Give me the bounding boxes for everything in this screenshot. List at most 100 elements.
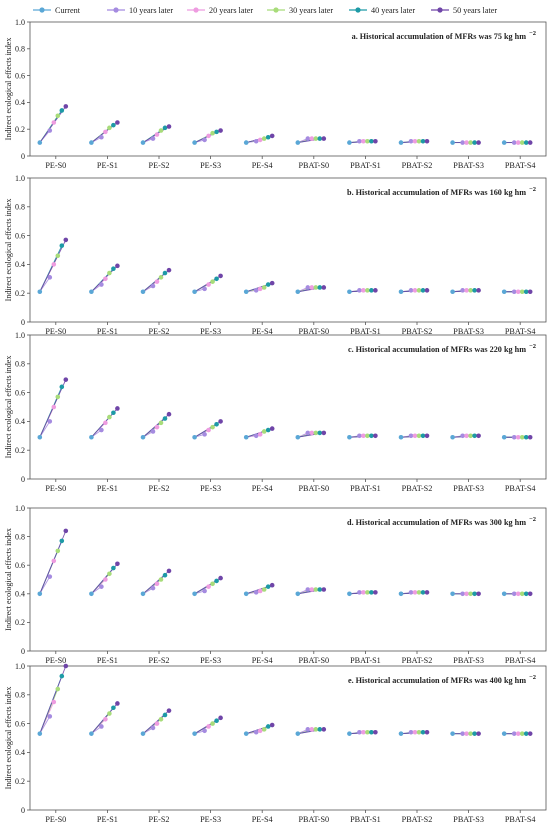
data-point <box>295 434 301 440</box>
x-tick-label: PE-S2 <box>149 161 170 170</box>
data-point <box>162 572 168 578</box>
data-point <box>365 590 370 595</box>
data-point <box>412 590 418 595</box>
data-point <box>51 699 57 705</box>
data-point <box>515 289 521 295</box>
data-point <box>115 561 120 567</box>
y-tick-label: 1.0 <box>15 331 25 340</box>
x-tick-label: PE-S0 <box>45 484 66 493</box>
data-point <box>416 433 422 439</box>
data-point <box>347 140 352 145</box>
x-tick-label: PBAT-S1 <box>350 484 381 493</box>
legend-item-current: Current <box>33 6 81 15</box>
x-tick-label: PE-S3 <box>200 161 221 170</box>
data-point <box>501 591 507 597</box>
data-point <box>511 434 517 440</box>
data-point <box>416 590 422 595</box>
data-point <box>523 289 529 295</box>
data-point <box>464 591 469 597</box>
y-tick-label: 1.0 <box>15 18 25 27</box>
data-point <box>115 120 120 125</box>
data-point <box>158 128 164 133</box>
data-point <box>408 288 414 293</box>
data-point <box>265 584 271 589</box>
data-point <box>192 140 197 145</box>
data-point <box>210 130 215 136</box>
y-tick-label: 0.8 <box>15 203 25 212</box>
data-point <box>321 587 327 592</box>
data-point <box>519 434 525 440</box>
data-point <box>369 590 374 595</box>
data-point <box>527 289 533 295</box>
data-point <box>107 711 112 716</box>
data-point <box>269 722 275 728</box>
data-point <box>103 129 108 135</box>
y-tick-label: 0 <box>21 318 25 327</box>
panel-title: a. Historical accumulation of MFRs was 7… <box>352 30 536 41</box>
data-point <box>317 136 323 141</box>
data-point <box>373 590 378 595</box>
data-point <box>47 574 53 579</box>
x-tick-label: PE-S3 <box>200 656 221 665</box>
data-point <box>460 288 465 293</box>
plot-frame <box>29 177 547 323</box>
data-point <box>357 433 362 439</box>
data-point <box>261 727 267 732</box>
data-point <box>519 289 525 295</box>
y-tick-label: 0.2 <box>15 618 25 627</box>
data-point <box>468 433 473 439</box>
data-point <box>523 731 529 736</box>
y-tick-label: 0 <box>21 475 25 484</box>
data-point <box>63 104 69 109</box>
data-point <box>257 728 263 734</box>
data-point <box>257 588 263 594</box>
legend-item-30-years-later: 30 years later <box>267 6 333 15</box>
data-point <box>476 288 481 293</box>
data-point <box>150 283 156 289</box>
data-point <box>361 590 366 595</box>
data-point <box>424 288 430 293</box>
legend-item-20-years-later: 20 years later <box>187 6 253 15</box>
data-point <box>47 275 53 280</box>
data-point <box>408 590 414 595</box>
data-point <box>365 288 370 293</box>
data-point <box>317 587 323 592</box>
data-point <box>59 538 65 544</box>
data-point <box>99 427 104 433</box>
data-point <box>202 286 207 292</box>
x-tick-label: PBAT-S0 <box>298 327 329 336</box>
legend-label: 10 years later <box>129 6 173 15</box>
data-point <box>111 122 116 128</box>
data-point <box>408 433 414 439</box>
data-point <box>59 243 65 248</box>
data-point <box>408 729 414 735</box>
data-point <box>47 419 53 424</box>
y-tick-label: 0.8 <box>15 691 25 700</box>
data-point <box>464 288 469 293</box>
y-tick-label: 1.0 <box>15 662 25 671</box>
data-point <box>257 137 263 143</box>
data-point <box>501 731 507 736</box>
data-point <box>398 434 404 440</box>
data-point <box>99 724 104 729</box>
panel-title-text: d. Historical accumulation of MFRs was 3… <box>347 518 526 527</box>
data-point <box>59 673 65 679</box>
data-point <box>313 587 319 592</box>
data-point <box>420 288 426 293</box>
x-tick-label: PE-S4 <box>252 815 273 824</box>
y-tick-label: 0.6 <box>15 561 25 570</box>
data-point <box>261 136 267 141</box>
data-point <box>210 279 215 284</box>
data-point <box>523 140 529 145</box>
panel-title-superscript: −2 <box>529 516 536 523</box>
x-tick-label: PE-S2 <box>149 815 170 824</box>
panel-title-superscript: −2 <box>529 30 536 37</box>
data-point <box>265 282 271 287</box>
data-point <box>313 136 319 141</box>
data-point <box>166 411 172 417</box>
data-point <box>218 715 223 721</box>
data-point <box>269 582 275 588</box>
y-tick-label: 0.4 <box>15 417 25 426</box>
data-point <box>408 138 414 144</box>
legend-label: 30 years later <box>289 6 333 15</box>
